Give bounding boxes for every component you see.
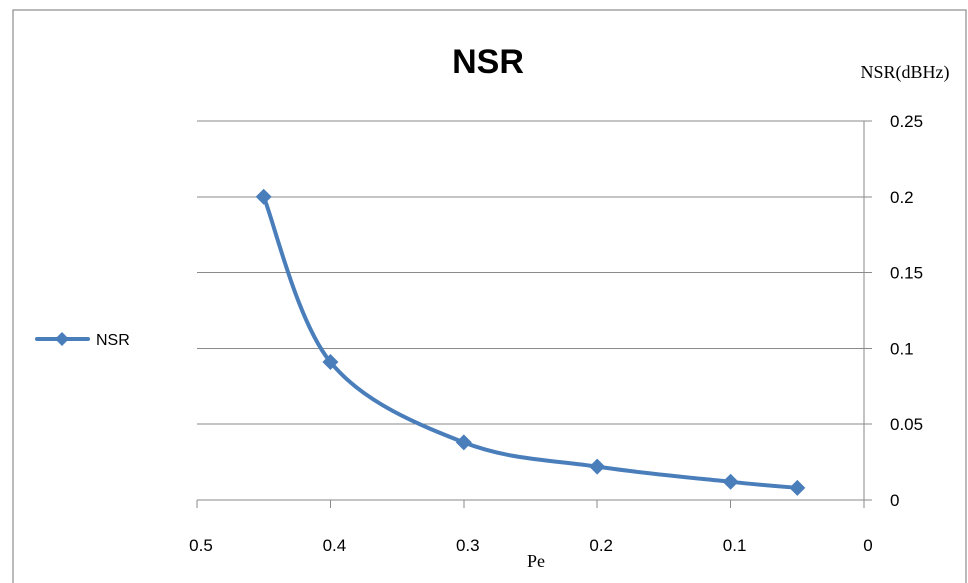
x-tick-label-4: 0.1 — [723, 536, 747, 555]
legend-marker-nsr — [55, 332, 69, 346]
x-axis-label: Pe — [527, 551, 545, 571]
marker-point-3 — [589, 458, 606, 475]
marker-point-5 — [789, 479, 806, 496]
y-axis-label: NSR(dBHz) — [861, 62, 950, 83]
x-ticks: 0.5 0.4 0.3 0.2 0.1 0 — [189, 500, 873, 555]
legend: NSR — [35, 332, 130, 349]
gridlines — [197, 120, 864, 425]
legend-label-nsr: NSR — [96, 332, 130, 349]
y-tick-label-0: 0 — [890, 491, 899, 510]
y-tick-label-3: 0.15 — [890, 264, 923, 283]
y-ticks: 0 0.05 0.1 0.15 0.2 0.25 — [864, 112, 923, 510]
x-tick-label-0: 0.5 — [189, 536, 213, 555]
marker-point-0 — [255, 188, 272, 205]
x-tick-label-1: 0.4 — [323, 536, 347, 555]
y-tick-label-2: 0.1 — [890, 339, 914, 358]
chart-title: NSR — [452, 43, 524, 81]
chart-frame — [12, 9, 967, 583]
series-markers — [255, 188, 806, 496]
marker-point-4 — [722, 473, 739, 490]
marker-point-2 — [455, 434, 472, 451]
y-tick-label-1: 0.05 — [890, 415, 923, 434]
x-tick-label-3: 0.2 — [589, 536, 613, 555]
x-tick-label-2: 0.3 — [456, 536, 480, 555]
x-tick-label-5: 0 — [863, 536, 872, 555]
y-tick-label-4: 0.2 — [890, 188, 914, 207]
y-tick-label-5: 0.25 — [890, 112, 923, 131]
marker-point-1 — [322, 354, 339, 371]
